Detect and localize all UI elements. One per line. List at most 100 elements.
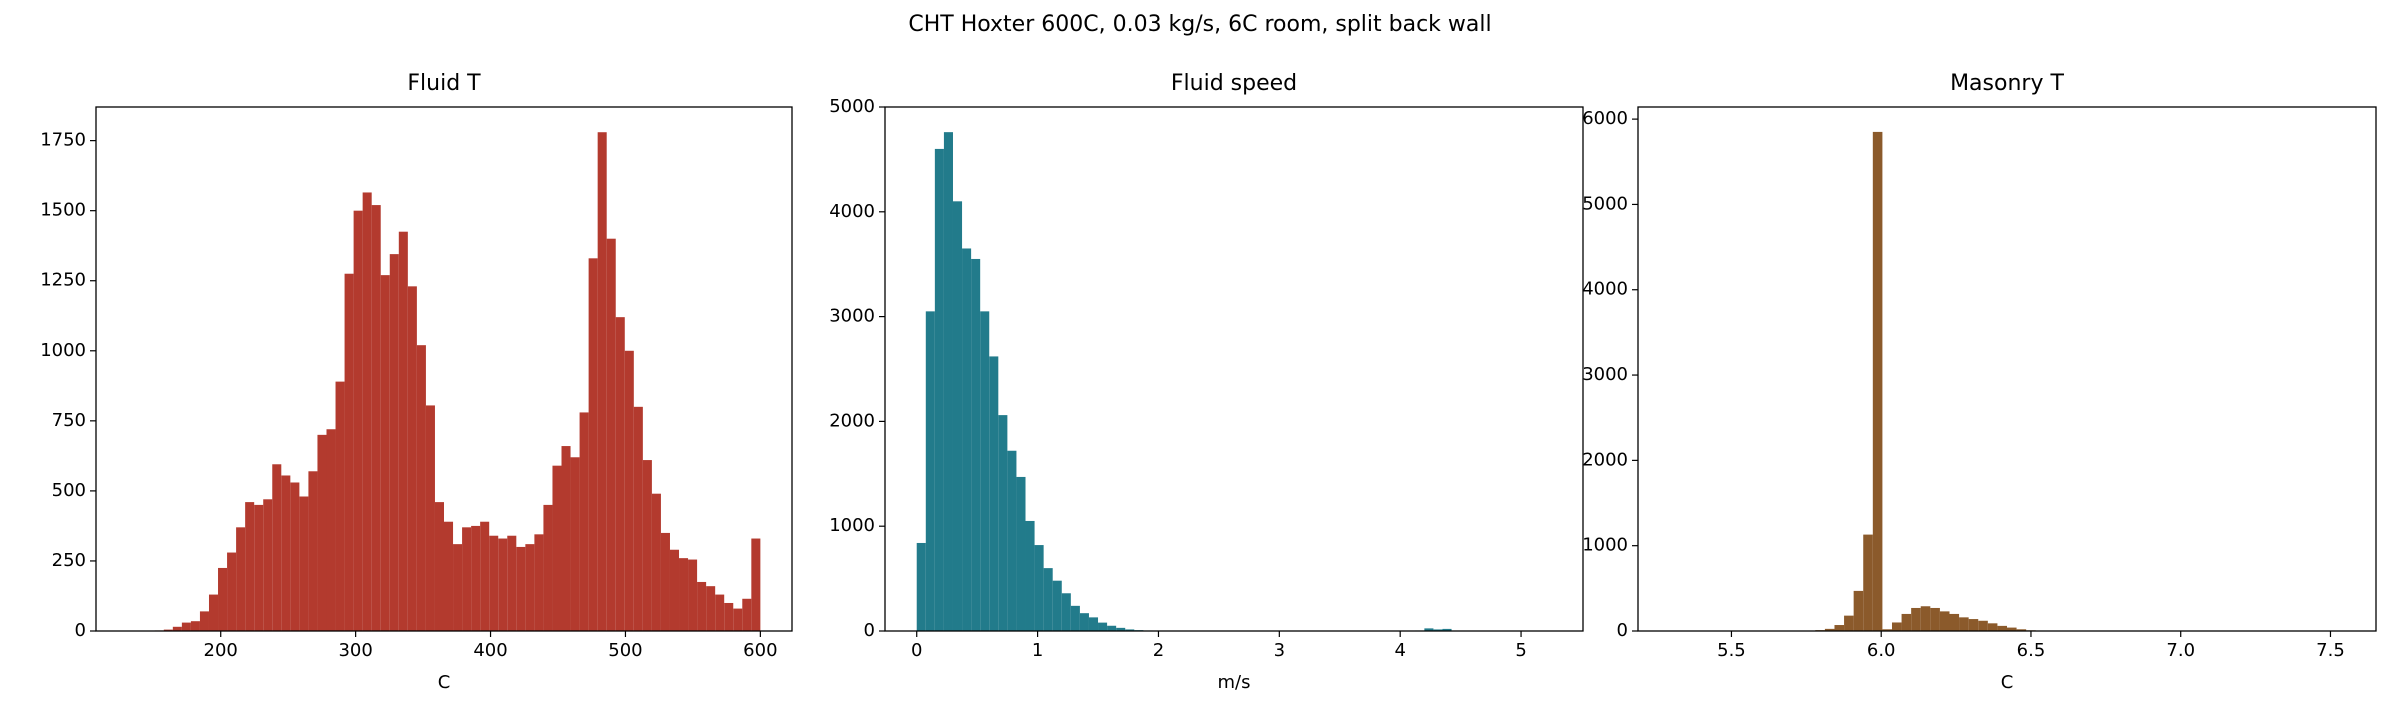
bar	[227, 552, 237, 631]
bar	[254, 504, 264, 631]
y-tick-label: 0	[1617, 620, 1628, 641]
bar	[1052, 580, 1062, 631]
bar	[742, 598, 752, 631]
bar	[199, 611, 209, 631]
y-tick-label: 5000	[1582, 193, 1628, 214]
y-tick-label: 0	[75, 620, 86, 641]
bar	[1424, 628, 1434, 631]
x-tick-label: 5.5	[1717, 640, 1746, 661]
axes-frame	[95, 106, 793, 632]
bar	[606, 238, 616, 631]
bar	[1043, 568, 1053, 631]
bar	[588, 258, 598, 631]
bar	[471, 525, 481, 631]
x-tick-label: 7.0	[2166, 640, 2195, 661]
bar	[425, 405, 435, 631]
bar	[1116, 627, 1126, 631]
bar	[962, 248, 972, 632]
bar	[163, 629, 173, 631]
bar	[943, 132, 953, 632]
bar	[389, 254, 399, 631]
bar	[489, 535, 499, 631]
bar	[1853, 590, 1864, 631]
bar	[715, 594, 725, 631]
x-axis-label: C	[438, 672, 451, 693]
x-tick-label: 6.0	[1867, 640, 1896, 661]
bar	[925, 311, 935, 631]
y-tick-label: 4000	[829, 201, 875, 222]
x-tick-label: 600	[743, 640, 777, 661]
bar	[407, 286, 417, 631]
bar	[1911, 607, 1921, 631]
y-tick-label: 2000	[829, 410, 875, 431]
bar	[1891, 622, 1902, 631]
bar	[453, 544, 463, 631]
bar	[633, 406, 643, 631]
y-tick-label: 0	[864, 620, 875, 641]
bar	[1997, 625, 2007, 631]
bar	[498, 538, 508, 631]
x-tick-label: 1	[1032, 640, 1043, 661]
x-tick-label: 6.5	[2017, 640, 2046, 661]
figure-title: CHT Hoxter 600C, 0.03 kg/s, 6C room, spl…	[908, 12, 1491, 37]
bar	[1939, 611, 1950, 631]
bar	[934, 148, 944, 632]
bar	[660, 532, 670, 631]
bar	[1070, 605, 1080, 631]
bar	[1978, 620, 1988, 631]
bar	[1442, 628, 1452, 631]
x-tick-label: 2	[1153, 640, 1164, 661]
bar	[724, 602, 734, 631]
bar	[1863, 534, 1873, 631]
bar	[570, 457, 580, 631]
bar	[1987, 623, 1998, 631]
y-tick-label: 1000	[40, 340, 86, 361]
bar	[398, 231, 408, 631]
bar	[971, 258, 981, 631]
bar	[543, 504, 553, 631]
x-axis-label: m/s	[1218, 672, 1251, 693]
bar	[326, 429, 336, 631]
bar	[2007, 627, 2017, 631]
bar	[245, 502, 255, 631]
bar	[525, 544, 535, 631]
bar	[190, 621, 200, 631]
bar	[552, 465, 562, 631]
bar	[1834, 625, 1845, 631]
bar	[172, 626, 182, 631]
x-tick-label: 4	[1394, 640, 1405, 661]
bar	[218, 567, 228, 631]
subplot-title: Masonry T	[1950, 71, 2064, 96]
bar	[416, 345, 426, 631]
bar	[1959, 617, 1969, 631]
bar	[299, 496, 309, 631]
bar	[236, 527, 246, 631]
bar	[1034, 545, 1044, 631]
bar	[380, 275, 390, 631]
y-tick-label: 1500	[40, 200, 86, 221]
y-tick-label: 1250	[40, 270, 86, 291]
bar	[308, 471, 318, 631]
bar	[208, 594, 219, 631]
bar	[1844, 615, 1854, 631]
bar	[679, 558, 689, 631]
bar	[1088, 617, 1099, 631]
bar	[516, 546, 526, 631]
bar	[751, 538, 761, 631]
y-tick-label: 1000	[1582, 535, 1628, 556]
bar	[290, 482, 300, 631]
bar	[642, 460, 652, 631]
bar	[998, 415, 1008, 631]
x-tick-label: 400	[473, 640, 507, 661]
bar	[462, 527, 472, 631]
x-axis-label: C	[2001, 672, 2014, 693]
bar	[371, 205, 381, 631]
bar	[561, 446, 571, 631]
bar	[1872, 131, 1883, 632]
bar	[1433, 629, 1443, 631]
subplot: 200 300 400 500 600 0 250 500 750 1000 1250 1500 175…	[40, 71, 793, 693]
bar	[706, 586, 716, 631]
y-tick-label: 3000	[1582, 364, 1628, 385]
axes-frame	[1637, 106, 2377, 632]
